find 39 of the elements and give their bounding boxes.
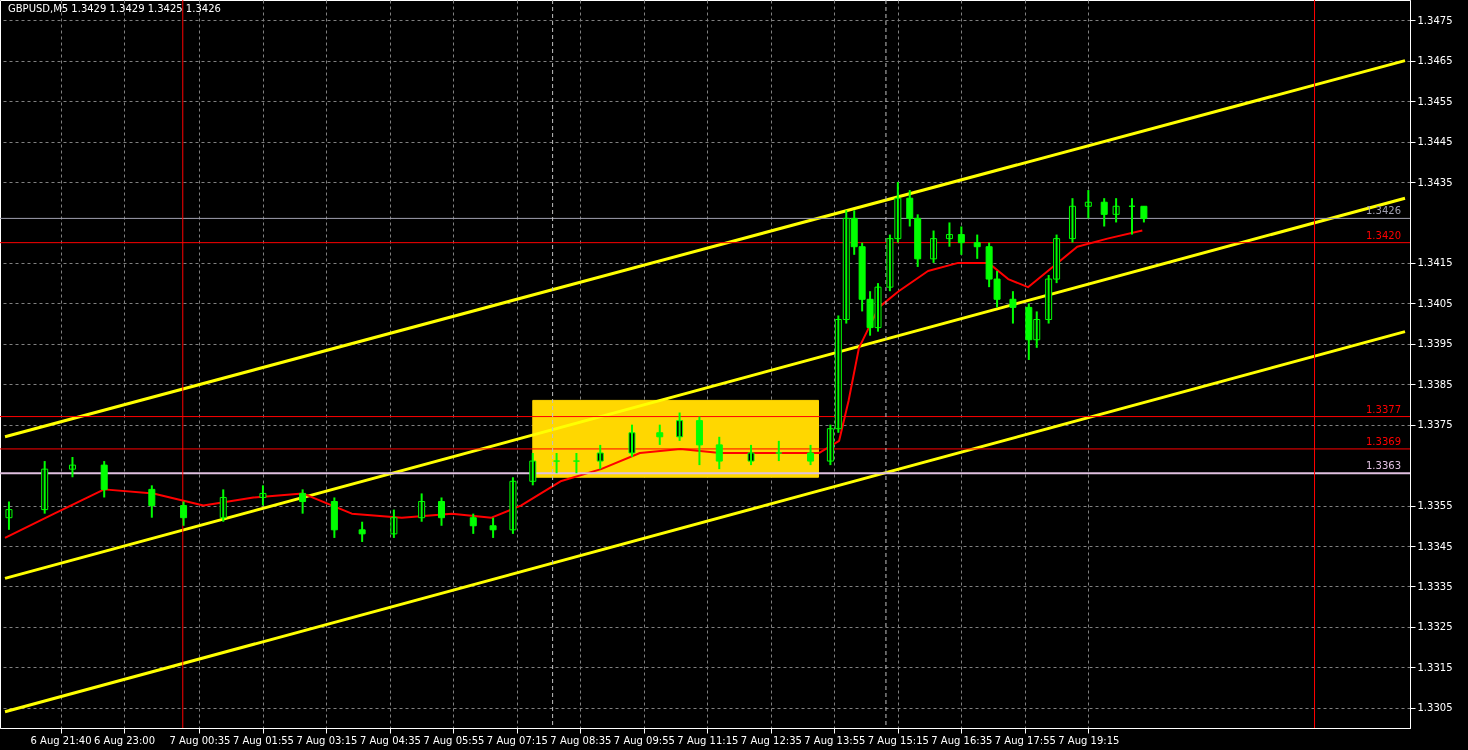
x-tick-label: 7 Aug 16:35 [931, 734, 993, 746]
x-tick-label: 7 Aug 00:35 [169, 734, 231, 746]
x-tick-label: 7 Aug 07:15 [486, 734, 548, 746]
y-tick-label: 1.3435 [1417, 176, 1453, 188]
x-tick-label: 7 Aug 01:55 [232, 734, 294, 746]
x-tick-label: 7 Aug 19:15 [1058, 734, 1120, 746]
x-tick-label: 7 Aug 04:35 [359, 734, 421, 746]
x-tick-label: 7 Aug 08:35 [550, 734, 612, 746]
x-tick-label: 7 Aug 09:55 [613, 734, 675, 746]
y-tick-label: 1.3445 [1417, 136, 1453, 148]
y-tick-label: 1.3395 [1417, 338, 1453, 350]
y-tick-label: 1.3345 [1417, 540, 1453, 552]
y-tick-label: 1.3405 [1417, 297, 1453, 309]
x-tick-label: 7 Aug 11:15 [677, 734, 739, 746]
ref-line-label: 1.3377 [1366, 403, 1401, 415]
y-tick-label: 1.3315 [1417, 661, 1453, 673]
y-tick-label: 1.3465 [1417, 55, 1453, 67]
y-tick-label: 1.3385 [1417, 378, 1453, 390]
y-tick-label: 1.3305 [1417, 702, 1453, 714]
y-tick-label: 1.3455 [1417, 95, 1453, 107]
chart-title: GBPUSD,M5 1.3429 1.3429 1.3425 1.3426 [8, 3, 221, 14]
y-tick-label: 1.3375 [1417, 419, 1453, 431]
x-tick-label: 7 Aug 17:55 [994, 734, 1056, 746]
y-tick-label: 1.3325 [1417, 621, 1453, 633]
y-tick-label: 1.3475 [1417, 14, 1453, 26]
y-tick-label: 1.3415 [1417, 257, 1453, 269]
y-tick-label: 1.3355 [1417, 500, 1453, 512]
x-tick-label: 7 Aug 13:55 [804, 734, 866, 746]
x-tick-label: 7 Aug 15:15 [867, 734, 929, 746]
y-tick-label: 1.3335 [1417, 580, 1453, 592]
x-tick-label: 7 Aug 03:15 [296, 734, 358, 746]
x-tick-label: 7 Aug 12:35 [740, 734, 802, 746]
ref-line-label: 1.3426 [1366, 205, 1401, 217]
ref-line-label: 1.3420 [1366, 229, 1401, 241]
ref-line-label: 1.3363 [1366, 460, 1401, 472]
x-tick-label: 7 Aug 05:55 [423, 734, 485, 746]
x-tick-label: 6 Aug 21:40 [30, 734, 92, 746]
x-tick-label: 6 Aug 23:00 [94, 734, 156, 746]
ref-line-label: 1.3369 [1366, 435, 1401, 447]
